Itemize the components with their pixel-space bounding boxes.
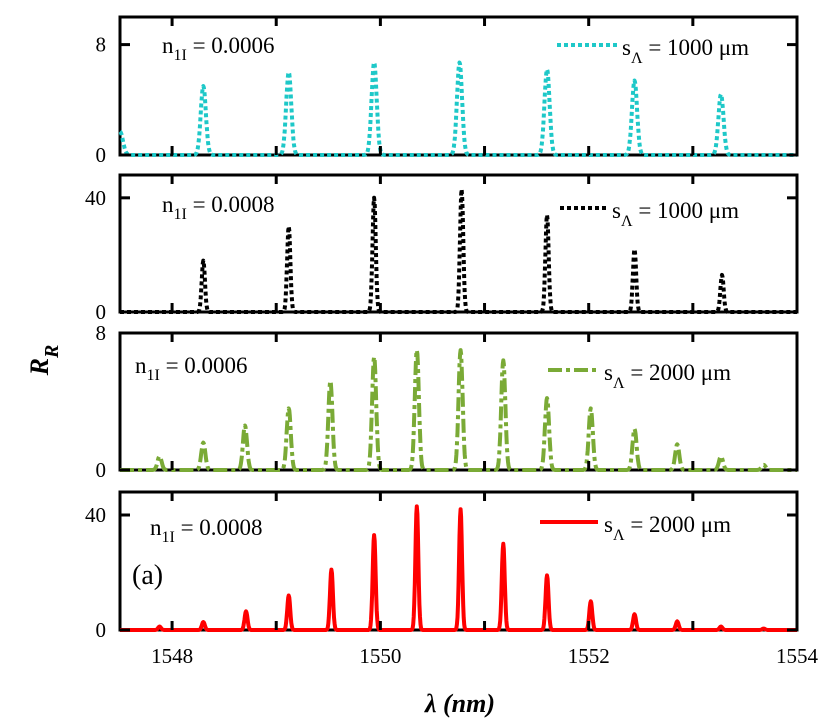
x-axis-title: λ (nm) xyxy=(424,689,495,718)
panel-4-y-tick-label: 0 xyxy=(96,618,107,642)
panel-3-y-tick-label: 0 xyxy=(96,458,107,482)
panel-1-frame xyxy=(118,15,799,157)
panel-3-annotation: n1I = 0.0006 xyxy=(135,353,248,384)
panel-4-spectrum-line xyxy=(118,504,799,632)
x-tick-label: 1548 xyxy=(151,644,193,668)
y-axis-title-subscript: R xyxy=(41,345,63,359)
panel-4-y-tick-label: 40 xyxy=(85,503,106,527)
x-tick-label: 1554 xyxy=(776,644,819,668)
svg-text:RR: RR xyxy=(25,345,63,377)
panel-3-frame xyxy=(118,331,799,472)
panel-2-spectrum-line xyxy=(118,187,799,314)
figure-panel-label: (a) xyxy=(132,560,163,591)
panel-3-y-tick-label: 8 xyxy=(96,321,107,345)
y-axis-title: RR xyxy=(25,345,63,377)
panel-2-y-tick-label: 40 xyxy=(85,186,106,210)
panel-1-y-tick-label: 8 xyxy=(96,33,107,57)
panel-1-spectrum-line xyxy=(118,60,799,157)
panel-frames xyxy=(118,15,799,632)
axis-ticks xyxy=(120,17,799,632)
panel-4-legend-label: sΛ = 2000 μm xyxy=(604,512,731,544)
panel-3-legend-label: sΛ = 2000 μm xyxy=(604,360,731,392)
panel-1-legend-label: sΛ = 1000 μm xyxy=(622,35,749,67)
panel-2-annotation: n1I = 0.0008 xyxy=(162,192,275,223)
panel-1-annotation: n1I = 0.0006 xyxy=(162,33,275,64)
panel-4-annotation: n1I = 0.0008 xyxy=(150,515,263,546)
panel-2-legend-label: sΛ = 1000 μm xyxy=(612,198,739,230)
panel-1-y-tick-label: 0 xyxy=(96,143,107,167)
x-tick-label: 1552 xyxy=(568,644,610,668)
panel-4-frame xyxy=(118,490,799,632)
spectrum-curves xyxy=(118,60,799,632)
panel-2-frame xyxy=(118,173,799,314)
x-tick-label: 1550 xyxy=(359,644,401,668)
panel-3-spectrum-line xyxy=(118,348,799,472)
y-axis-title-main: R xyxy=(25,358,54,376)
panel-2-y-tick-label: 0 xyxy=(96,300,107,324)
